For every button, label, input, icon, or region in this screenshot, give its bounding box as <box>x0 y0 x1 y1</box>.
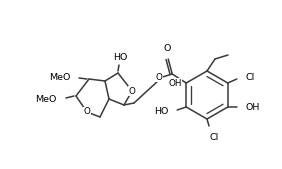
Text: O: O <box>164 44 171 53</box>
Text: O: O <box>156 73 163 81</box>
Text: Cl: Cl <box>209 133 219 142</box>
Text: OH: OH <box>168 78 182 88</box>
Text: Cl: Cl <box>246 73 255 81</box>
Text: OH: OH <box>246 103 260 112</box>
Text: O: O <box>129 87 135 95</box>
Text: MeO: MeO <box>49 73 70 81</box>
Text: MeO: MeO <box>36 94 57 103</box>
Text: O: O <box>83 107 91 116</box>
Text: HO: HO <box>154 107 168 116</box>
Text: HO: HO <box>113 53 127 62</box>
